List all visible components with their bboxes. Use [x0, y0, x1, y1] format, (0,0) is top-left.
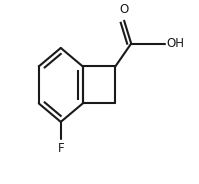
Text: F: F — [58, 142, 64, 155]
Text: OH: OH — [167, 37, 185, 50]
Text: O: O — [120, 3, 129, 16]
